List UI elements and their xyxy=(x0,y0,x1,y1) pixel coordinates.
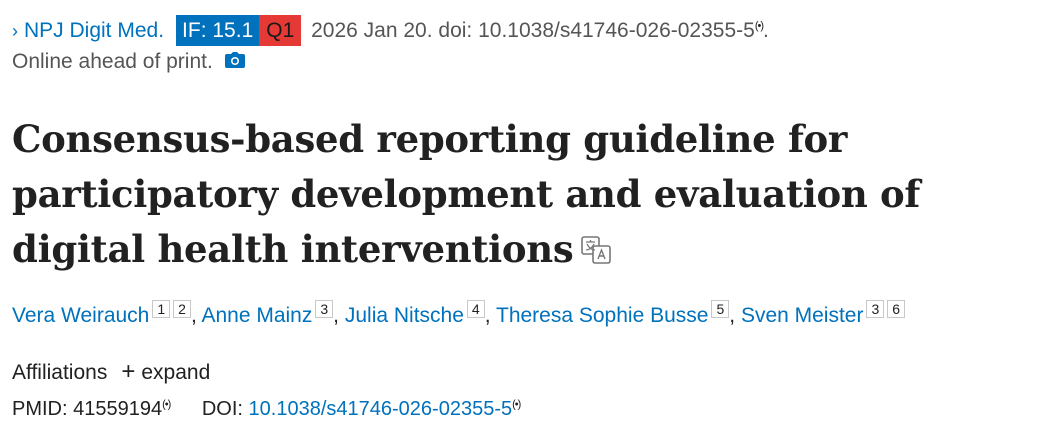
affiliation-marker[interactable]: 1 xyxy=(152,300,171,318)
author-link[interactable]: Anne Mainz xyxy=(201,304,313,327)
doi-label: DOI: xyxy=(201,398,243,420)
quartile-badge: Q1 xyxy=(259,15,302,46)
affiliation-marker[interactable]: 6 xyxy=(887,300,906,318)
author-link[interactable]: Julia Nitsche xyxy=(344,304,464,327)
affiliation-marker[interactable]: 3 xyxy=(866,300,885,318)
journal-link[interactable]: NPJ Digit Med. xyxy=(24,19,165,42)
broadcast-icon[interactable]: (•) xyxy=(754,20,764,32)
publication-status: Online ahead of print. xyxy=(12,50,245,74)
citation-line: › NPJ Digit Med. IF: 15.1 Q1 2026 Jan 20. d… xyxy=(12,12,769,46)
plus-icon[interactable]: + xyxy=(121,358,136,385)
affiliation-marker[interactable]: 4 xyxy=(466,300,485,318)
expand-link[interactable]: expand xyxy=(141,361,211,384)
article-identifiers: PMID: 41559194(•) DOI: 10.1038/s41746-02… xyxy=(12,398,521,421)
broadcast-icon[interactable]: (•) xyxy=(512,398,521,411)
affiliation-marker[interactable]: 3 xyxy=(315,300,334,318)
author-link[interactable]: Vera Weirauch xyxy=(12,304,150,327)
affiliation-marker[interactable]: 2 xyxy=(173,300,191,318)
status-text: Online ahead of print. xyxy=(12,50,213,73)
author-link[interactable]: Theresa Sophie Busse xyxy=(496,304,709,327)
citation-doi: doi: 10.1038/s41746-026-02355-5 xyxy=(438,19,755,42)
impact-factor-badge: IF: 15.1 xyxy=(176,15,260,46)
publication-date: 2026 Jan 20. xyxy=(311,19,433,42)
author-list: Vera Weirauch 1 2, Anne Mainz 3, Julia Nits… xyxy=(12,300,906,328)
broadcast-icon[interactable]: (•) xyxy=(162,398,171,411)
citation-period: . xyxy=(763,19,769,42)
affiliation-marker[interactable]: 5 xyxy=(711,300,730,318)
camera-icon[interactable] xyxy=(224,50,245,74)
article-title-text: Consensus-based reporting guideline for … xyxy=(12,117,921,271)
article-title: Consensus-based reporting guideline for … xyxy=(12,112,1056,280)
author-link[interactable]: Sven Meister xyxy=(740,304,864,327)
translate-icon[interactable] xyxy=(581,225,612,280)
affiliations-toggle[interactable]: Affiliations + expand xyxy=(12,358,210,386)
affiliations-label: Affiliations xyxy=(12,361,108,384)
chevron-right-icon[interactable]: › xyxy=(12,21,18,41)
doi-link[interactable]: 10.1038/s41746-026-02355-5 xyxy=(248,398,513,420)
pmid-text: PMID: 41559194 xyxy=(12,398,163,420)
